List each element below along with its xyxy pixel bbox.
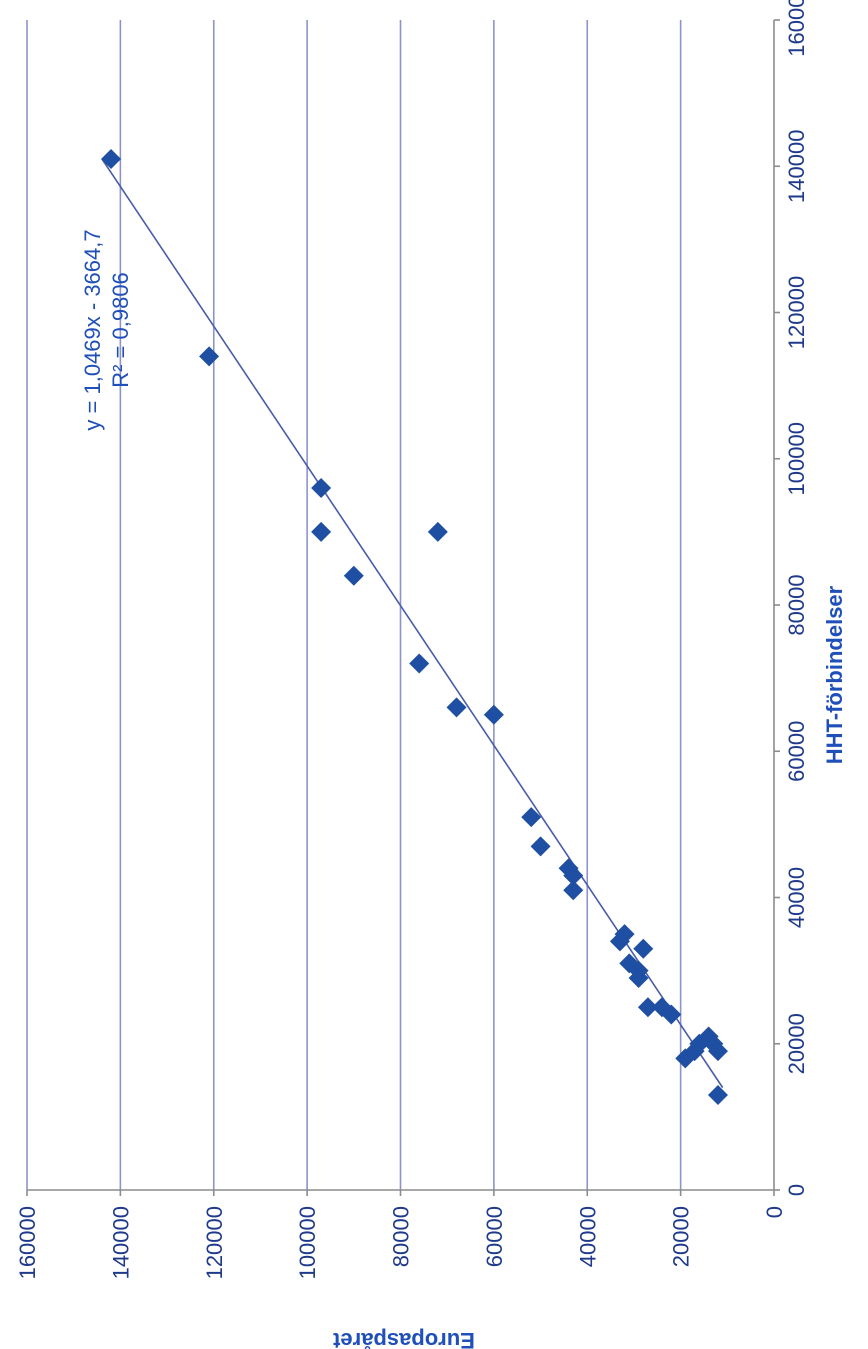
x-axis-title: HHT-förbindelser [822, 585, 847, 764]
x-tick-label: 0 [784, 1184, 809, 1196]
x-tick-label: 160000 [784, 0, 809, 57]
y-tick-label: 60000 [482, 1206, 507, 1267]
data-point-marker [199, 346, 220, 367]
data-point-marker [661, 1004, 682, 1025]
data-point-marker [637, 997, 658, 1018]
y-tick-label: 0 [762, 1206, 787, 1218]
y-tick-label: 160000 [15, 1206, 40, 1279]
data-point-marker [101, 148, 122, 169]
data-point-marker [563, 865, 584, 886]
trendline [101, 158, 724, 1089]
x-tick-label: 60000 [784, 721, 809, 782]
data-points [101, 148, 728, 1105]
data-point-marker [707, 1041, 728, 1062]
data-point-marker [675, 1048, 696, 1069]
y-tick-label: 140000 [108, 1206, 133, 1279]
data-point-marker [707, 1084, 728, 1105]
trendline-equation: y = 1,0469x - 3664,7 [80, 229, 105, 430]
y-tick-label: 20000 [669, 1206, 694, 1267]
plot-area: 0 20000 40000 60000 80000 100000 120000 140000 1… [15, 0, 809, 1279]
x-tick-label: 80000 [784, 574, 809, 635]
x-tick-label: 140000 [784, 130, 809, 203]
y-axis-ticks: 0 20000 40000 60000 80000 100000 120000 140000 1… [15, 1190, 787, 1279]
data-point-marker [311, 478, 332, 498]
data-point-marker [483, 704, 504, 725]
data-point-marker [530, 836, 551, 857]
data-point-marker [628, 967, 649, 988]
y-tick-label: 120000 [202, 1206, 227, 1279]
data-point-marker [446, 697, 467, 718]
data-point-marker [311, 521, 332, 542]
x-tick-label: 100000 [784, 422, 809, 495]
data-point-marker [563, 880, 584, 901]
y-tick-label: 80000 [389, 1206, 414, 1267]
gridlines [26, 20, 682, 1190]
x-tick-label: 20000 [784, 1013, 809, 1074]
x-axis-ticks: 0 20000 40000 60000 80000 100000 120000 140000 1… [774, 0, 809, 1196]
trendline-r-squared: R² = 0,9806 [108, 272, 133, 388]
trendline-annotation: y = 1,0469x - 3664,7 R² = 0,9806 [80, 229, 133, 430]
x-tick-label: 40000 [784, 867, 809, 928]
data-point-marker [609, 931, 630, 952]
data-point-marker [427, 521, 448, 542]
data-point-marker [633, 938, 654, 959]
y-tick-label: 40000 [575, 1206, 600, 1267]
y-tick-label: 100000 [295, 1206, 320, 1279]
data-point-marker [409, 653, 430, 674]
y-axis-title: Europaspåret [332, 1328, 474, 1349]
data-point-marker [343, 565, 364, 586]
x-tick-label: 120000 [784, 276, 809, 349]
data-point-marker [521, 807, 542, 828]
